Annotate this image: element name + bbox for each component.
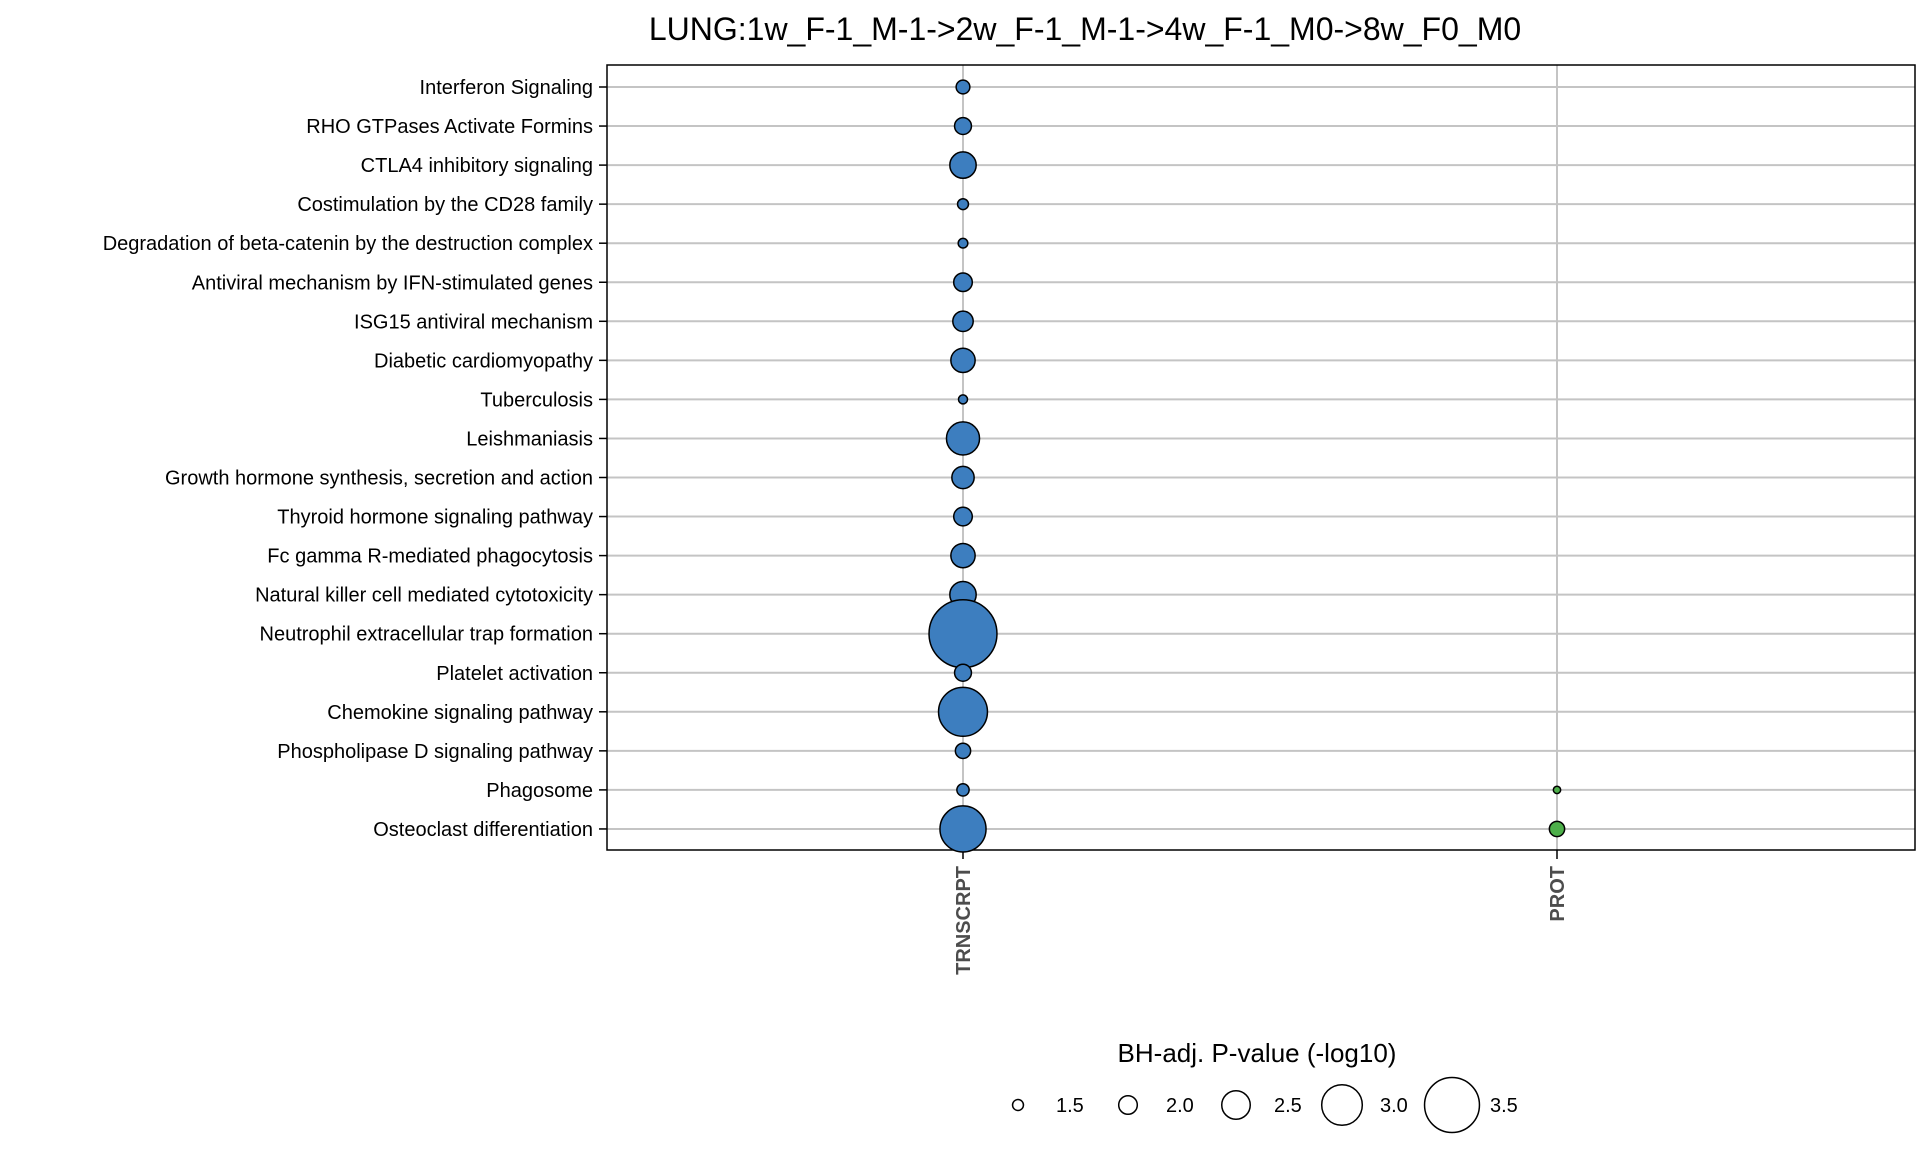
legend-label: 2.0: [1166, 1095, 1194, 1117]
data-point: [950, 542, 976, 569]
legend-size-marker: [1320, 1083, 1364, 1127]
y-tick-label: CTLA4 inhibitory signaling: [361, 155, 593, 177]
y-tick-label: Platelet activation: [436, 663, 593, 685]
legend-label: 3.5: [1490, 1095, 1518, 1117]
y-tick-label: Natural killer cell mediated cytotoxicit…: [255, 585, 593, 607]
x-axis: TRNSCRPT PROT: [953, 850, 1569, 975]
data-point: [1552, 785, 1562, 795]
y-tick-label: Thyroid hormone signaling pathway: [277, 507, 593, 529]
data-point: [939, 805, 987, 853]
y-tick-label: Interferon Signaling: [420, 77, 593, 99]
legend-label: 3.0: [1380, 1095, 1408, 1117]
y-tick-label: Leishmaniasis: [466, 428, 593, 450]
y-tick-label: Diabetic cardiomyopathy: [374, 350, 593, 372]
data-point: [945, 421, 981, 456]
x-tick-label: PROT: [1547, 866, 1569, 922]
legend-size-marker: [1423, 1076, 1481, 1134]
legend-label: 1.5: [1056, 1095, 1084, 1117]
legend-title: BH-adj. P-value (-log10): [1118, 1038, 1397, 1068]
y-tick-label: Chemokine signaling pathway: [327, 702, 593, 724]
data-point: [952, 272, 974, 293]
data-points: [928, 79, 1566, 853]
x-tick-label: TRNSCRPT: [953, 866, 975, 975]
y-tick-label: Degradation of beta-catenin by the destr…: [103, 233, 593, 255]
data-point: [953, 116, 973, 136]
legend-items: 1.5 2.0 2.5 3.0 3.5: [1011, 1076, 1518, 1134]
legend-size-marker: [1011, 1098, 1025, 1112]
y-tick-label: Phospholipase D signaling pathway: [277, 741, 593, 763]
data-point: [949, 151, 977, 180]
data-point: [950, 347, 976, 374]
y-tick-label: Costimulation by the CD28 family: [297, 194, 593, 216]
legend: BH-adj. P-value (-log10) 1.5 2.0 2.5 3.0 3.5: [1011, 1038, 1518, 1134]
data-point: [1548, 820, 1566, 838]
data-point: [955, 79, 971, 95]
y-tick-label: Phagosome: [486, 780, 593, 802]
plot-panel: [606, 64, 1916, 851]
data-point: [928, 598, 998, 669]
y-tick-label: Osteoclast differentiation: [373, 819, 593, 841]
data-point: [952, 506, 974, 527]
data-point: [953, 663, 973, 682]
chart-title: LUNG:1w_F-1_M-1->2w_F-1_M-1->4w_F-1_M0->…: [649, 11, 1521, 47]
data-point: [957, 394, 969, 405]
y-tick-label: Neutrophil extracellular trap formation: [260, 624, 594, 646]
data-point: [937, 686, 989, 738]
grid: [607, 65, 1915, 850]
data-point: [951, 465, 975, 490]
legend-size-marker: [1117, 1094, 1139, 1116]
y-tick-label: Fc gamma R-mediated phagocytosis: [267, 546, 593, 568]
data-point: [952, 310, 974, 333]
data-point: [956, 197, 970, 211]
y-tick-label: ISG15 antiviral mechanism: [354, 311, 593, 333]
y-tick-label: Growth hormone synthesis, secretion and …: [165, 468, 593, 490]
data-point: [957, 237, 969, 249]
data-point: [954, 742, 972, 760]
y-tick-label: Antiviral mechanism by IFN-stimulated ge…: [192, 272, 593, 294]
y-tick-label: RHO GTPases Activate Formins: [306, 116, 593, 138]
y-axis: Interferon Signaling RHO GTPases Activate…: [103, 77, 607, 841]
y-tick-label: Tuberculosis: [480, 389, 593, 411]
data-point: [956, 783, 970, 797]
legend-label: 2.5: [1274, 1095, 1302, 1117]
legend-size-marker: [1221, 1090, 1251, 1120]
